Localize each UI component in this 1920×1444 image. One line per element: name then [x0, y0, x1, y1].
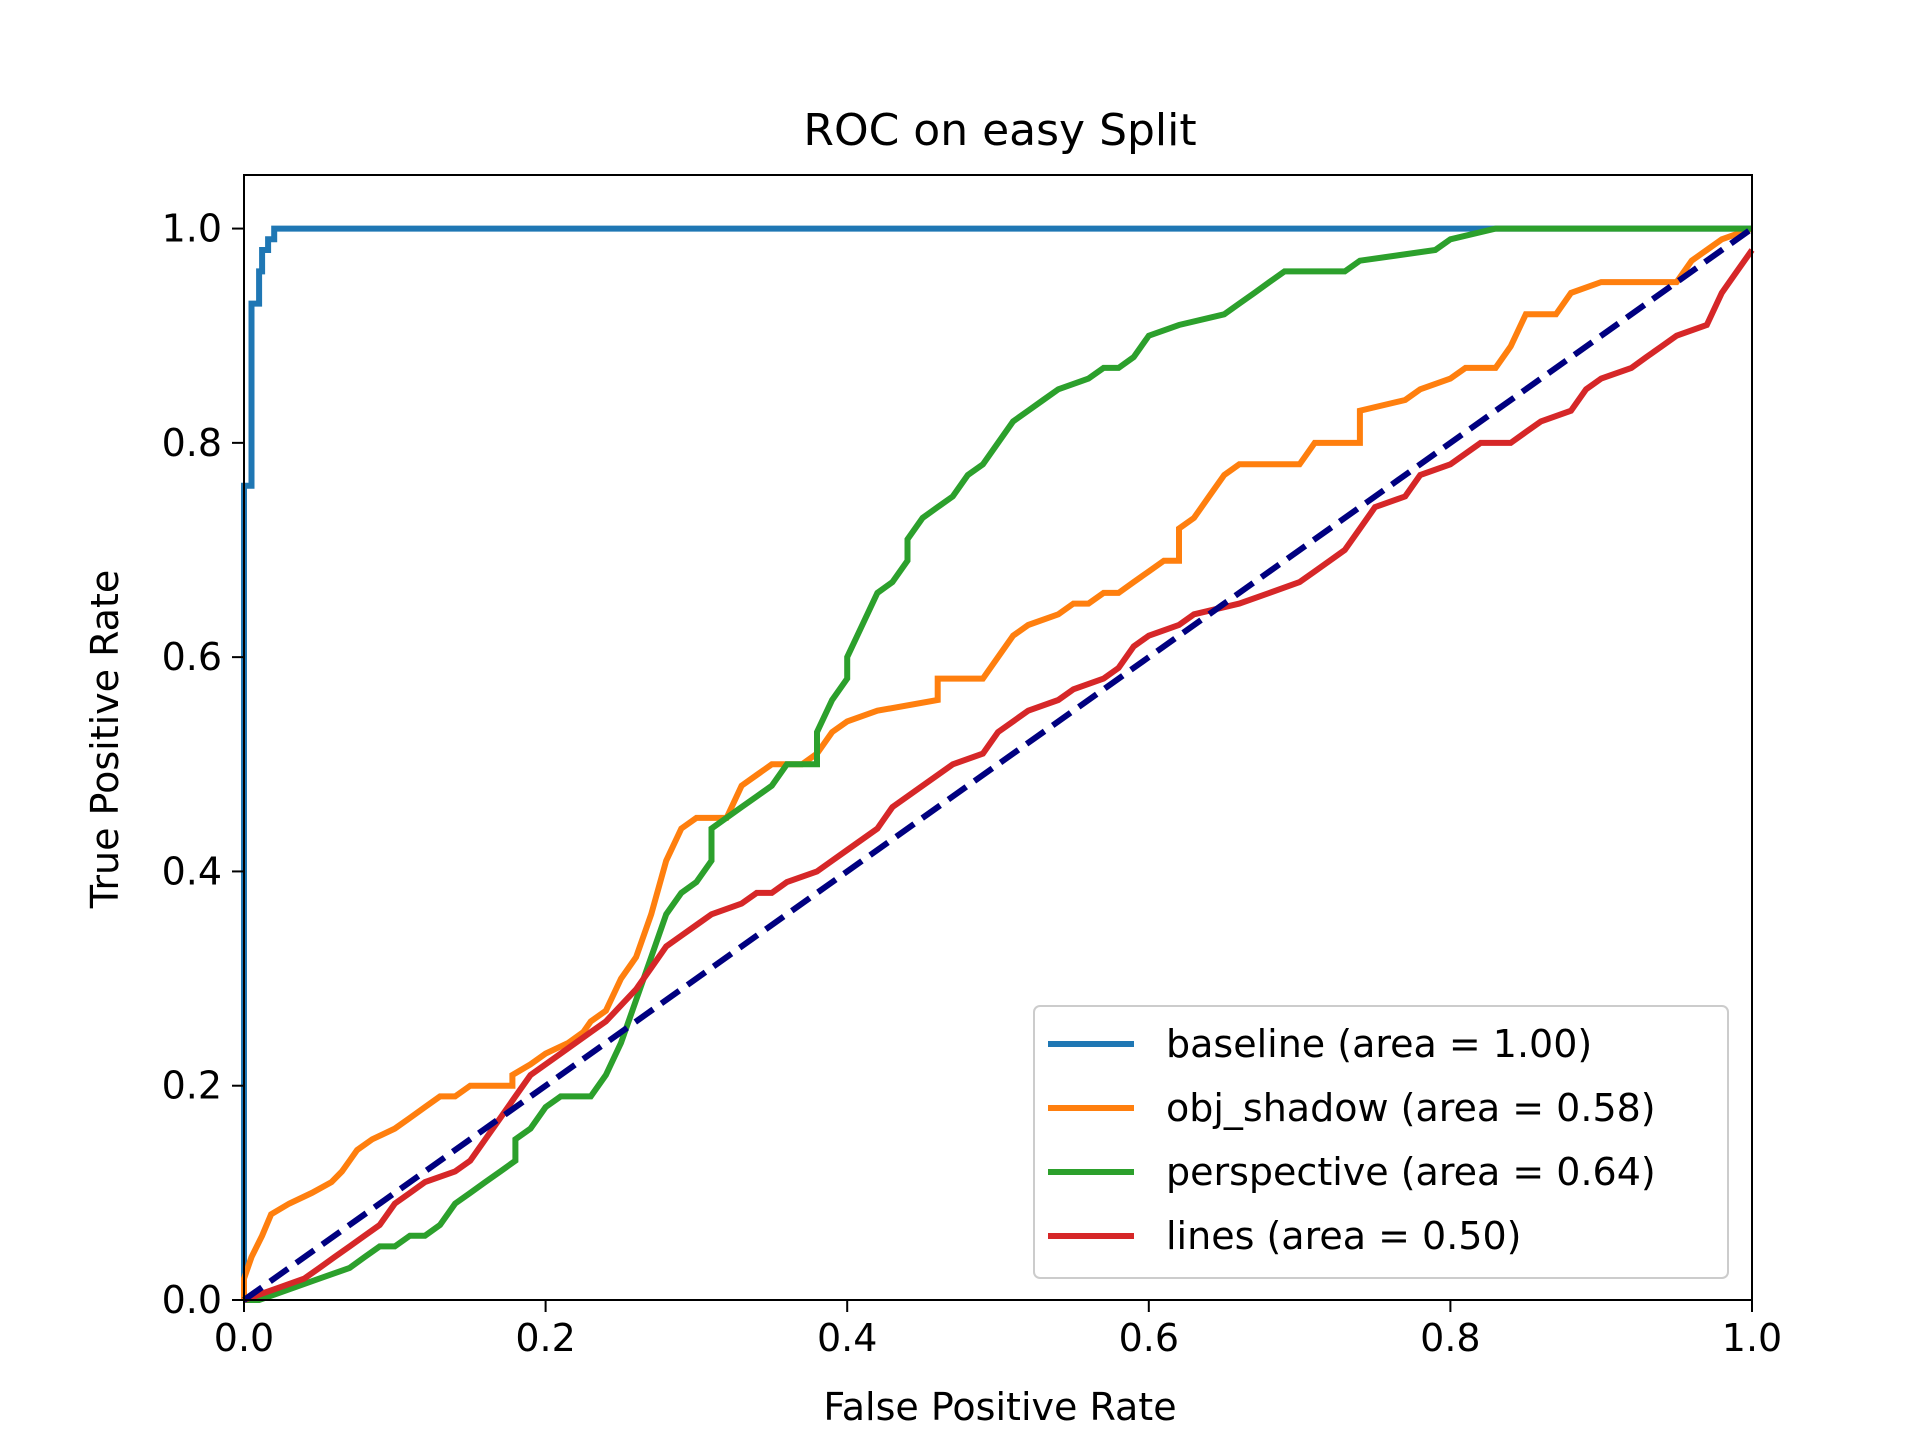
y-axis-label: True Positive Rate: [83, 570, 127, 910]
legend-label: obj_shadow (area = 0.58): [1166, 1086, 1656, 1130]
legend: baseline (area = 1.00) obj_shadow (area =…: [1033, 1005, 1729, 1279]
x-tick-label: 0.2: [515, 1316, 575, 1360]
plot-area: [241, 225, 1755, 1303]
chart-title: ROC on easy Split: [803, 105, 1196, 156]
series-line-lines: [242, 248, 1755, 1303]
y-tick-label: 0.4: [162, 849, 222, 893]
y-tick-label: 0.2: [162, 1064, 222, 1108]
axes-frame: [243, 174, 1753, 1301]
y-tick-label: 1.0: [162, 207, 222, 251]
series-line-perspective: [244, 225, 1752, 1303]
y-tick-label: 0.6: [162, 635, 222, 679]
y-tick-label: 0.8: [162, 421, 222, 465]
y-axis-ticks: 0.0 0.2 0.4 0.6 0.8 1.0: [162, 207, 244, 1322]
series-line-baseline: [241, 225, 1752, 1300]
x-tick-label: 0.6: [1119, 1316, 1179, 1360]
legend-box: [1033, 1005, 1729, 1279]
x-axis-ticks: 0.0 0.2 0.4 0.6 0.8 1.0: [214, 1300, 1782, 1360]
series-line-chance-diagonal: [242, 226, 1754, 1303]
legend-label: lines (area = 0.50): [1166, 1214, 1521, 1258]
x-tick-label: 0.4: [817, 1316, 877, 1360]
x-axis-label: False Positive Rate: [823, 1385, 1176, 1429]
legend-label: perspective (area = 0.64): [1166, 1150, 1656, 1194]
x-tick-label: 0.0: [214, 1316, 274, 1360]
series-line-obj-shadow: [241, 225, 1754, 1300]
y-tick-label: 0.0: [162, 1278, 222, 1322]
x-tick-label: 0.8: [1420, 1316, 1480, 1360]
x-tick-label: 1.0: [1722, 1316, 1782, 1360]
legend-label: baseline (area = 1.00): [1166, 1022, 1592, 1066]
